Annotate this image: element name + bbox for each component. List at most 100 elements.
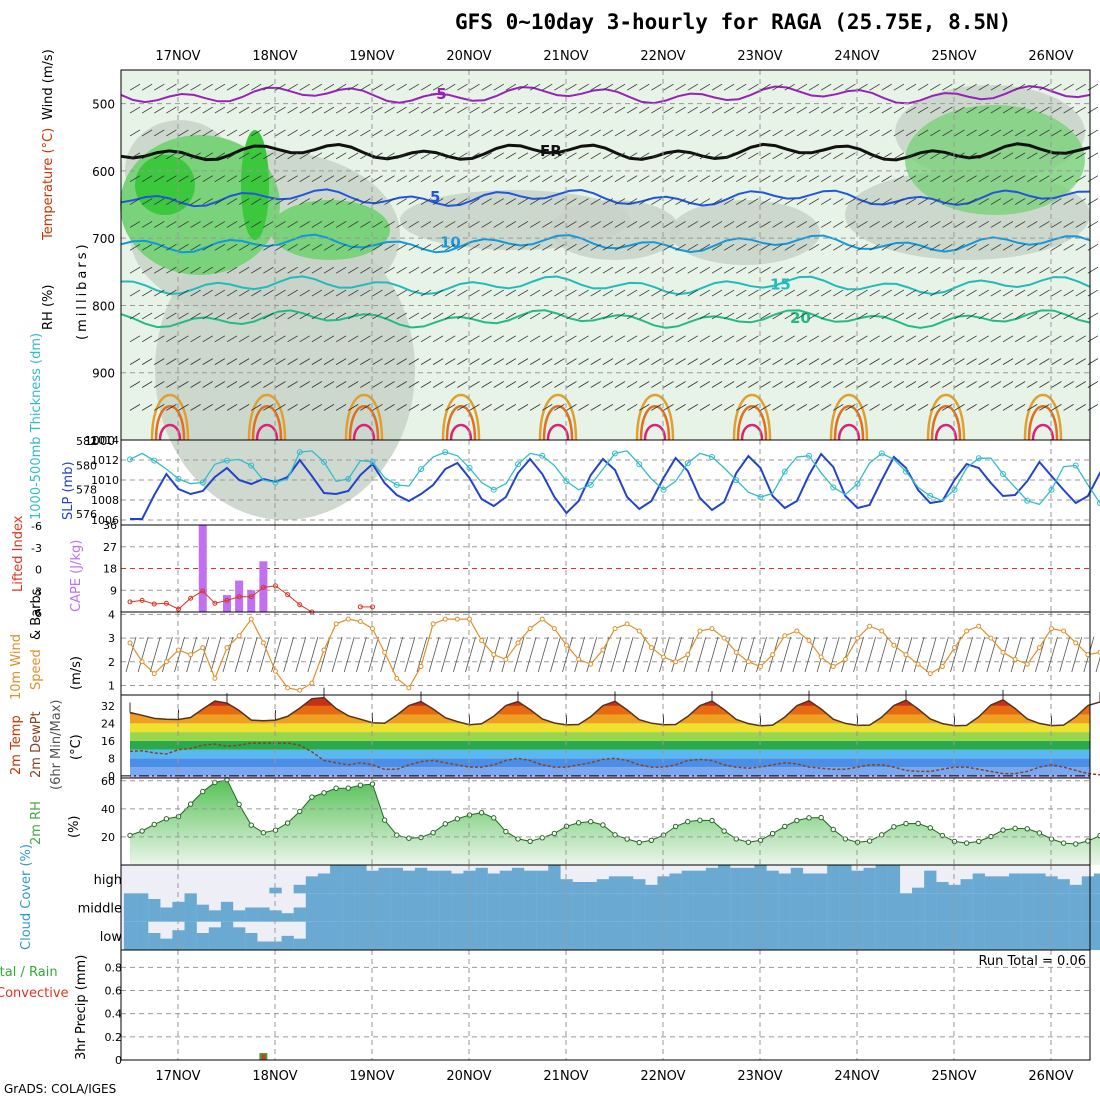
surface-wind-barb xyxy=(671,636,683,673)
wind-barb xyxy=(663,335,674,343)
wind-barb xyxy=(663,175,674,183)
wind-barb xyxy=(396,312,407,320)
wind-barb xyxy=(760,312,771,320)
cloud-cell xyxy=(123,893,137,922)
wind-barb xyxy=(723,358,735,365)
wind-barb xyxy=(651,106,662,114)
cloud-cell xyxy=(645,921,658,950)
wind-barb xyxy=(930,404,941,411)
wind-barb xyxy=(469,266,480,274)
wind-barb xyxy=(1002,243,1014,251)
wind-barb xyxy=(1051,83,1062,91)
lifted-index-marker xyxy=(200,588,206,594)
cloud-cell xyxy=(330,893,343,922)
wind-barb xyxy=(311,243,323,251)
wind-speed-marker xyxy=(442,616,448,622)
cloud-cell xyxy=(172,901,185,922)
surface-wind-barb xyxy=(331,636,343,673)
wind-barb xyxy=(639,266,650,274)
wind-barb xyxy=(833,221,844,228)
wind-barb xyxy=(857,198,868,205)
wind-barb xyxy=(554,381,565,388)
wind-barb xyxy=(348,198,359,205)
wind-barb xyxy=(857,129,868,137)
wind-barb xyxy=(893,266,905,274)
thickness-marker xyxy=(199,479,206,486)
wind-barb xyxy=(141,358,153,365)
cloud-cell xyxy=(584,921,597,950)
wind-barb xyxy=(930,358,941,365)
wind-speed-marker xyxy=(333,621,339,627)
cloud-cell xyxy=(342,893,355,922)
wind-barb xyxy=(869,152,880,160)
wind-barb xyxy=(905,152,917,160)
wind-ylabel-1: 10m Wind xyxy=(9,634,24,700)
wind-barb xyxy=(141,381,153,388)
rh-marker xyxy=(818,814,824,821)
wind-barb xyxy=(178,266,189,274)
wind-barb xyxy=(614,266,626,274)
wind-barb xyxy=(420,289,432,297)
wind-barb xyxy=(578,266,589,274)
isotherm-label: 15 xyxy=(770,275,791,293)
wind-barb xyxy=(202,83,213,91)
wind-barb xyxy=(626,198,638,205)
wind-barb xyxy=(1027,381,1038,388)
wind-barb xyxy=(966,83,977,91)
wind-barb xyxy=(1039,83,1050,91)
wind-barb xyxy=(626,175,638,183)
wind-barb xyxy=(784,404,795,411)
cloud-cell xyxy=(220,921,234,950)
legend-convective: Convective xyxy=(0,986,69,1001)
wind-barb xyxy=(905,335,917,343)
wind-barb xyxy=(166,289,177,297)
surface-wind-barb xyxy=(210,636,222,673)
wind-barb xyxy=(602,175,614,183)
rh-marker xyxy=(1000,827,1006,833)
wind-barb xyxy=(905,266,917,274)
wind-speed-marker xyxy=(636,628,642,634)
wind-barb xyxy=(578,83,589,91)
rh-marker xyxy=(891,824,897,830)
wind-barb xyxy=(1014,106,1026,114)
wind-barb xyxy=(748,381,759,388)
cloud-cell xyxy=(621,921,634,950)
wind-barb xyxy=(833,358,844,365)
wind-barb xyxy=(396,404,407,411)
wind-barb xyxy=(360,175,371,183)
wind-barb xyxy=(335,404,347,411)
wind-barb xyxy=(348,129,359,137)
wind-barb xyxy=(614,198,626,205)
wind-barb xyxy=(408,358,420,365)
wind-barb xyxy=(481,358,492,365)
low-level-isotherm xyxy=(930,405,962,441)
wind-barb xyxy=(396,335,407,343)
wind-barb xyxy=(481,289,492,297)
wind-barb xyxy=(833,266,844,274)
wind-barb xyxy=(687,243,698,251)
surface-wind-barb xyxy=(295,636,307,673)
wind-barb xyxy=(796,152,808,160)
temp-band xyxy=(130,732,1090,741)
cloud-cell xyxy=(851,870,864,894)
wind-barb xyxy=(505,266,517,274)
wind-barb xyxy=(226,404,238,411)
wind-barb xyxy=(954,175,965,183)
isotherm-label: FR xyxy=(540,142,562,160)
wind-barb xyxy=(1039,266,1050,274)
thickness-marker xyxy=(854,480,861,487)
precip-ylabel-text: 3hr Precip (mm) xyxy=(74,955,89,1060)
wind-barb xyxy=(978,289,989,297)
bottom-date-label: 18NOV xyxy=(252,1069,297,1084)
wind-barb xyxy=(263,266,274,274)
wind-barb xyxy=(942,221,953,228)
wind-barb xyxy=(226,312,238,320)
wind-barb xyxy=(675,381,686,388)
cloud-cell xyxy=(548,865,561,894)
wind-barb xyxy=(372,175,383,183)
rh-marker xyxy=(709,817,715,824)
wind-barb xyxy=(529,404,541,411)
temp-band xyxy=(130,714,1090,724)
wind-barb xyxy=(311,221,323,228)
wind-barb xyxy=(1075,83,1086,91)
